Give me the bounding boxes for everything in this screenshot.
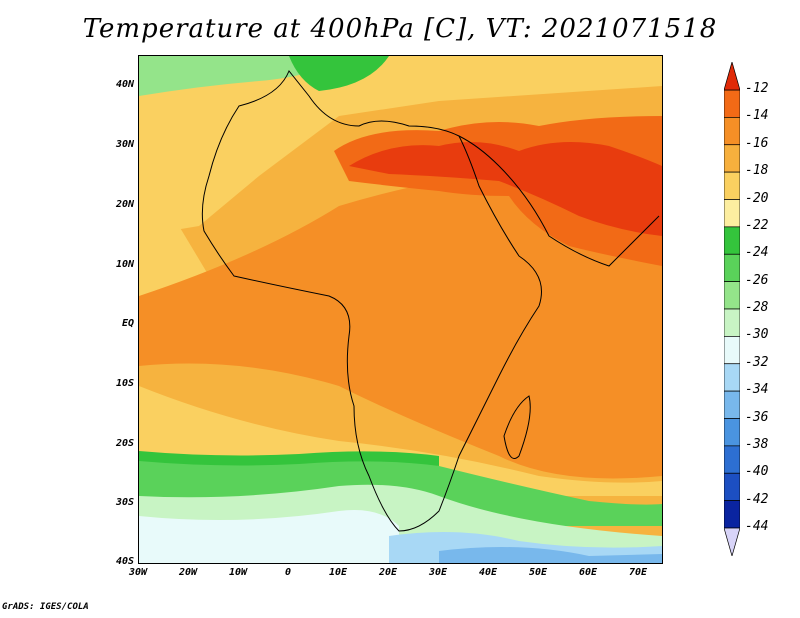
- colorbar-boxes: [724, 89, 740, 529]
- temperature-field: [139, 56, 662, 563]
- colorbar-label: -40: [745, 464, 769, 480]
- colorbar-label: -26: [745, 272, 769, 288]
- colorbar-box: [724, 171, 740, 200]
- lon-label: 40E: [478, 567, 498, 578]
- lat-label: 10N: [115, 259, 134, 270]
- field-cyan-south: [139, 510, 399, 563]
- lat-label: 40N: [115, 79, 134, 90]
- lat-label: 30N: [115, 139, 134, 150]
- field-dark-green: [139, 451, 439, 466]
- colorbar-label: -14: [745, 108, 769, 124]
- colorbar-label: -44: [745, 519, 769, 534]
- chart-title: Temperature at 400hPa [C], VT: 202107151…: [82, 14, 718, 44]
- colorbar-label: -22: [745, 217, 769, 233]
- colorbar-box: [724, 253, 740, 282]
- field-hottest-region: [349, 142, 662, 236]
- field-orange-core: [139, 156, 662, 479]
- colorbar-bottom-arrow: [724, 527, 740, 556]
- colorbar-label: -18: [745, 163, 769, 179]
- colorbar-label: -38: [745, 436, 769, 452]
- africa-outline: [201, 70, 542, 532]
- colorbar-box: [724, 445, 740, 474]
- lon-label: 50E: [528, 567, 548, 578]
- colorbar: [724, 62, 740, 556]
- lon-label: 70E: [628, 567, 648, 578]
- colorbar-box: [724, 418, 740, 447]
- colorbar-box: [724, 117, 740, 146]
- colorbar-label: -32: [745, 354, 769, 370]
- lon-label: 60E: [578, 567, 598, 578]
- colorbar-top-arrow: [724, 62, 740, 91]
- madagascar-outline: [503, 395, 531, 459]
- lon-label: 30E: [428, 567, 448, 578]
- colorbar-box: [724, 472, 740, 501]
- coastlines: [201, 70, 660, 532]
- colorbar-label: -20: [745, 190, 769, 206]
- colorbar-label: -42: [745, 491, 769, 507]
- lon-label: 10W: [228, 567, 248, 578]
- colorbar-label: -36: [745, 409, 769, 425]
- lon-label: 10E: [328, 567, 348, 578]
- lat-label: 20S: [115, 438, 134, 449]
- lon-label: 30W: [128, 567, 148, 578]
- colorbar-box: [724, 390, 740, 419]
- colorbar-label: -28: [745, 300, 769, 315]
- colorbar-box: [724, 363, 740, 392]
- colorbar-label: -12: [745, 81, 769, 96]
- colorbar-label: -30: [745, 327, 769, 343]
- credit-text: GrADS: IGES/COLA: [2, 602, 89, 612]
- field-green-mediterranean: [289, 56, 389, 91]
- colorbar-box: [724, 500, 740, 529]
- field-yellow-north: [139, 56, 662, 236]
- arabia-outline: [458, 135, 660, 267]
- lat-label: EQ: [121, 318, 134, 329]
- colorbar-box: [724, 308, 740, 337]
- lat-label: 20N: [115, 199, 134, 210]
- lat-label: 10S: [115, 378, 134, 389]
- colorbar-box: [724, 144, 740, 173]
- lat-label: 30S: [115, 497, 134, 508]
- temperature-map: [138, 55, 663, 564]
- colorbar-box: [724, 336, 740, 365]
- colorbar-box: [724, 199, 740, 228]
- lat-label: 40S: [115, 556, 134, 567]
- colorbar-label: -16: [745, 135, 769, 151]
- colorbar-label: -24: [745, 245, 769, 261]
- field-green-north: [139, 56, 339, 96]
- lon-label: 0: [284, 567, 292, 578]
- field-blue: [439, 547, 662, 563]
- colorbar-box: [724, 226, 740, 255]
- lon-label: 20W: [178, 567, 198, 578]
- colorbar-box: [724, 281, 740, 310]
- colorbar-box: [724, 89, 740, 118]
- lon-label: 20E: [378, 567, 398, 578]
- colorbar-label: -34: [745, 382, 769, 398]
